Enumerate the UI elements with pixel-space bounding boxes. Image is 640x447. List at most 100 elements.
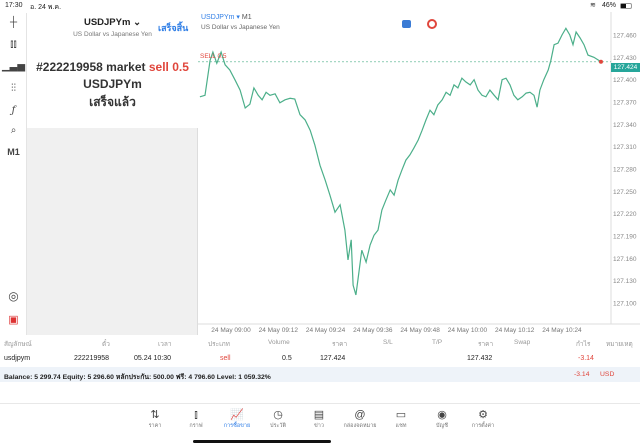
nav-label: ข่าว bbox=[314, 423, 324, 429]
zoom-icon[interactable]: ◎ bbox=[8, 289, 19, 303]
col-tp: T/P bbox=[432, 339, 443, 346]
timeframe-button[interactable]: M1 bbox=[7, 147, 20, 157]
chart-canvas: 127.460 127.430 127.400 127.370 127.340 127.3… bbox=[198, 12, 640, 334]
x-tick-label: 24 May 10:00 bbox=[448, 327, 488, 334]
nav-label: กราฟ bbox=[189, 423, 203, 429]
y-tick-label: 127.460 bbox=[613, 33, 637, 40]
price-line bbox=[199, 27, 602, 296]
order-result-panel: USDJPYm ⌄ US Dollar vs Japanese Yen เสร็… bbox=[27, 13, 198, 335]
col-sl: S/L bbox=[383, 339, 393, 346]
row-volume: 0.5 bbox=[282, 355, 292, 362]
x-tick-label: 24 May 09:24 bbox=[306, 327, 346, 334]
nav-label: แชท bbox=[395, 423, 407, 429]
currency: USD bbox=[600, 371, 615, 378]
nav-divider bbox=[0, 403, 640, 404]
nav-tab-account[interactable]: ◉ บัญชี bbox=[422, 408, 462, 430]
charts-icon: ⫾ bbox=[194, 409, 198, 421]
y-tick-label: 127.190 bbox=[613, 234, 637, 241]
nav-tab-trade[interactable]: 📈 การซื้อขาย bbox=[217, 408, 257, 430]
row-open-price: 127.424 bbox=[320, 355, 346, 362]
chat-icon: ▭ bbox=[395, 409, 407, 421]
y-tick-label: 127.340 bbox=[613, 122, 637, 129]
indicators-icon[interactable]: ▁▃▅ bbox=[1, 61, 26, 72]
battery-icon bbox=[620, 3, 632, 9]
y-tick-label: 127.130 bbox=[613, 278, 637, 285]
symbol-name: USDJPYm bbox=[83, 17, 131, 28]
order-header: USDJPYm ⌄ US Dollar vs Japanese Yen เสร็… bbox=[27, 13, 198, 128]
nav-label: การซื้อขาย bbox=[223, 423, 251, 429]
history-icon: ◷ bbox=[273, 409, 283, 421]
status-date: อ. 24 พ.ค. bbox=[30, 4, 62, 11]
shapes-icon[interactable]: ⌕ bbox=[10, 125, 17, 136]
quotes-icon: ⇅ bbox=[150, 409, 160, 421]
settings-icon: ⚙ bbox=[478, 409, 488, 421]
status-time: 17:30 bbox=[5, 2, 23, 9]
price-chart[interactable]: USDJPYm ▾ M1 US Dollar vs Japanese Yen 1… bbox=[198, 12, 640, 336]
total-profit: -3.14 bbox=[574, 371, 590, 378]
y-tick-label: 127.310 bbox=[613, 144, 637, 151]
nav-tab-news[interactable]: ▤ ข่าว bbox=[299, 408, 339, 430]
ticket-text: #222219958 market bbox=[36, 60, 146, 74]
x-tick-label: 24 May 09:12 bbox=[259, 327, 299, 334]
trade-icon: 📈 bbox=[230, 409, 244, 421]
col-profit: กำไร bbox=[576, 341, 591, 348]
x-tick-label: 24 May 09:00 bbox=[211, 327, 251, 334]
status-bar: 17:30 อ. 24 พ.ค. ≋ 46% bbox=[0, 0, 640, 13]
balance-row: Balance: 5 299.74 Equity: 5 296.60 หลักป… bbox=[0, 367, 640, 382]
symbol-description: US Dollar vs Japanese Yen bbox=[73, 31, 152, 38]
row-current-price: 127.432 bbox=[467, 355, 493, 362]
home-indicator bbox=[193, 440, 331, 443]
one-click-trading-icon[interactable] bbox=[402, 20, 411, 28]
nav-tab-charts[interactable]: ⫾ กราฟ bbox=[176, 408, 216, 430]
crosshair-icon[interactable]: ┼ bbox=[9, 17, 18, 28]
y-tick-label: 127.250 bbox=[613, 189, 637, 196]
nav-tab-mailbox[interactable]: @ กล่องจดหมาย bbox=[340, 408, 380, 430]
row-profit: -3.14 bbox=[578, 355, 594, 362]
x-tick-label: 24 May 09:48 bbox=[400, 327, 440, 334]
nav-tab-history[interactable]: ◷ ประวัติ bbox=[258, 408, 298, 430]
balance-summary: Balance: 5 299.74 Equity: 5 296.60 หลักป… bbox=[4, 374, 271, 381]
mailbox-icon: @ bbox=[354, 409, 366, 421]
trade-icon[interactable]: ▣ bbox=[8, 314, 19, 326]
col-volume: Volume bbox=[268, 339, 290, 346]
order-result: เสร็จแล้ว bbox=[89, 95, 136, 109]
nav-label: ราคา bbox=[148, 423, 162, 429]
chart-toolbar: ┼ ⫾⫾ ▁▃▅ ⫶⫶ ƒ ⌕ M1 ◎ ▣ bbox=[0, 13, 27, 335]
nav-tab-settings[interactable]: ⚙ การตั้งค่า bbox=[463, 408, 503, 430]
y-tick-label: 127.370 bbox=[613, 100, 637, 107]
signal-icon[interactable] bbox=[427, 19, 437, 29]
y-tick-label: 127.400 bbox=[613, 77, 637, 84]
nav-tab-quotes[interactable]: ⇅ ราคา bbox=[135, 408, 175, 430]
row-time: 05.24 10:30 bbox=[134, 355, 171, 362]
y-tick-label: 127.280 bbox=[613, 167, 637, 174]
x-tick-label: 24 May 09:36 bbox=[353, 327, 393, 334]
news-icon: ▤ bbox=[313, 409, 325, 421]
done-button[interactable]: เสร็จสิ้น bbox=[158, 23, 189, 33]
col-price: ราคา bbox=[332, 341, 348, 348]
col-type: ประเภท bbox=[208, 341, 230, 348]
symbol-selector[interactable]: USDJPYm ⌄ bbox=[27, 17, 198, 28]
y-tick-label: 127.100 bbox=[613, 301, 637, 308]
settings-sliders-icon[interactable]: ⫶⫶ bbox=[11, 83, 16, 94]
nav-label: กล่องจดหมาย bbox=[343, 423, 377, 429]
row-type: sell bbox=[220, 355, 231, 362]
col-current-price: ราคา bbox=[478, 341, 494, 348]
row-symbol: usdjpym bbox=[4, 355, 31, 362]
col-ticket: ตั๋ว bbox=[102, 341, 110, 348]
function-icon[interactable]: ƒ bbox=[11, 105, 16, 116]
chart-type-icon[interactable]: ⫾⫾ bbox=[10, 39, 17, 50]
y-tick-label: 127.430 bbox=[613, 55, 637, 62]
chart-description: US Dollar vs Japanese Yen bbox=[201, 24, 280, 31]
y-tick-label: 127.160 bbox=[613, 256, 637, 263]
chart-symbol: USDJPYm ▾ M1 bbox=[201, 14, 252, 21]
y-tick-label: 127.220 bbox=[613, 211, 637, 218]
nav-label: การตั้งค่า bbox=[471, 423, 495, 429]
col-comment: หมายเหตุ bbox=[606, 341, 633, 348]
chevron-down-icon: ⌄ bbox=[133, 17, 142, 28]
last-price-marker bbox=[598, 59, 603, 64]
col-swap: Swap bbox=[514, 339, 531, 346]
nav-label: บัญชี bbox=[436, 423, 448, 429]
battery-percent: 46% bbox=[602, 2, 617, 9]
nav-tab-chat[interactable]: ▭ แชท bbox=[381, 408, 421, 430]
chart-symbol-name: USDJPYm bbox=[201, 14, 235, 21]
